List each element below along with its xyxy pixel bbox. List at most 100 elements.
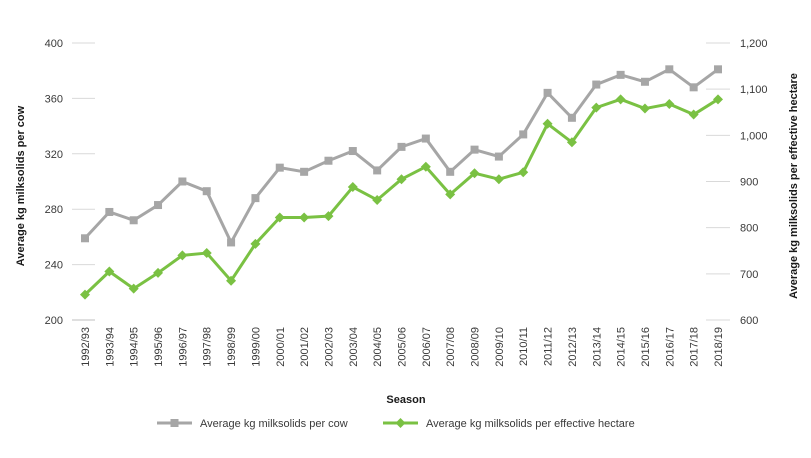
x-tick-label: 2017/18: [689, 327, 701, 367]
x-tick-label: 1996/97: [177, 327, 189, 367]
data-point: [153, 267, 164, 278]
series-cow: [81, 65, 722, 247]
data-point: [446, 167, 455, 176]
data-point: [689, 83, 698, 92]
left-axis-ticks: 400 360 320 280 240 200: [45, 38, 63, 327]
data-point: [201, 248, 212, 259]
x-tick-label: 2007/08: [445, 327, 457, 367]
data-point: [373, 166, 382, 175]
x-tick-label: 2002/03: [323, 327, 335, 367]
data-point: [543, 88, 552, 97]
series-hectare: [80, 94, 723, 300]
y-right-tick-label: 700: [740, 269, 758, 281]
data-point: [250, 238, 261, 249]
y-left-tick-label: 280: [45, 204, 63, 216]
legend-marker-cow: [170, 419, 179, 427]
x-tick-label: 2004/05: [372, 327, 384, 367]
legend-label-cow: Average kg milksolids per cow: [200, 418, 348, 430]
y-left-tick-label: 200: [45, 315, 63, 327]
data-point: [519, 130, 528, 139]
data-point: [616, 70, 625, 79]
data-point: [274, 212, 285, 223]
data-point: [80, 289, 90, 300]
data-point: [542, 118, 553, 129]
x-tick-label: 1999/00: [250, 327, 262, 367]
data-point: [348, 147, 357, 156]
gridlines: [72, 42, 730, 321]
x-tick-label: 1993/94: [104, 327, 116, 367]
x-tick-label: 2011/12: [543, 327, 555, 366]
series-line: [83, 97, 719, 296]
data-point: [688, 109, 699, 120]
x-tick-label: 2012/13: [567, 327, 579, 367]
x-tick-label: 2010/11: [518, 327, 530, 366]
data-point: [154, 201, 163, 210]
data-point: [251, 194, 260, 203]
data-point: [665, 65, 674, 74]
data-point: [494, 152, 503, 161]
y-right-tick-label: 600: [740, 315, 758, 327]
data-point: [714, 65, 722, 74]
legend-marker-hectare: [395, 418, 406, 428]
data-point: [445, 189, 456, 200]
series-line: [83, 67, 719, 244]
data-point: [591, 102, 602, 113]
x-tick-label: 1995/96: [153, 327, 165, 367]
data-point: [518, 167, 529, 178]
x-tick-label: 2009/10: [494, 327, 506, 367]
y-axis-left-title: Average kg milksolids per cow: [15, 105, 27, 266]
data-point: [567, 113, 576, 122]
data-point: [129, 216, 138, 225]
data-point: [372, 194, 383, 205]
x-tick-label: 2016/17: [664, 327, 676, 367]
data-point: [227, 238, 236, 247]
data-point: [396, 174, 407, 185]
data-point: [178, 177, 187, 186]
data-point: [324, 156, 333, 165]
x-tick-label: 2003/04: [348, 327, 360, 367]
data-point: [202, 187, 211, 196]
x-tick-label: 2013/14: [591, 327, 603, 367]
legend-item-cow: Average kg milksolids per cow: [157, 418, 348, 430]
x-tick-label: 2000/01: [275, 327, 287, 367]
data-point: [470, 145, 479, 154]
data-point: [421, 134, 430, 143]
data-point: [566, 137, 577, 148]
data-point: [713, 94, 723, 105]
right-axis-ticks: 1,200 1,100 1,000 900 800 700 600: [740, 38, 768, 327]
data-point: [592, 80, 601, 89]
x-tick-label: 2015/16: [640, 327, 652, 367]
data-point: [81, 234, 89, 243]
y-left-tick-label: 400: [45, 38, 63, 50]
y-left-tick-label: 320: [45, 149, 63, 161]
y-right-tick-label: 1,100: [740, 84, 768, 96]
y-left-tick-label: 240: [45, 260, 63, 272]
y-right-tick-label: 1,000: [740, 130, 768, 142]
legend: Average kg milksolids per cow Average kg…: [157, 418, 635, 430]
data-point: [275, 163, 284, 172]
data-point: [493, 174, 504, 185]
x-tick-label: 2001/02: [299, 327, 311, 367]
x-tick-label: 1994/95: [129, 327, 141, 367]
x-tick-label: 1997/98: [202, 327, 214, 367]
data-point: [300, 167, 309, 176]
legend-item-hectare: Average kg milksolids per effective hect…: [383, 418, 635, 430]
data-point: [104, 266, 115, 277]
data-point: [615, 94, 626, 105]
data-point: [226, 275, 237, 286]
data-point: [664, 98, 675, 109]
y-axis-right-title: Average kg milksolids per effective hect…: [788, 73, 800, 299]
y-right-tick-label: 800: [740, 223, 758, 235]
data-point: [420, 161, 431, 172]
x-tick-label: 1992/93: [80, 327, 92, 367]
data-point: [177, 250, 188, 261]
data-point: [640, 77, 649, 86]
series-layer: [80, 65, 723, 300]
x-tick-label: 2014/15: [616, 327, 628, 367]
data-point: [323, 211, 334, 222]
data-point: [639, 103, 650, 114]
data-point: [469, 168, 480, 179]
x-axis-title: Season: [386, 394, 425, 406]
y-right-tick-label: 1,200: [740, 38, 768, 50]
